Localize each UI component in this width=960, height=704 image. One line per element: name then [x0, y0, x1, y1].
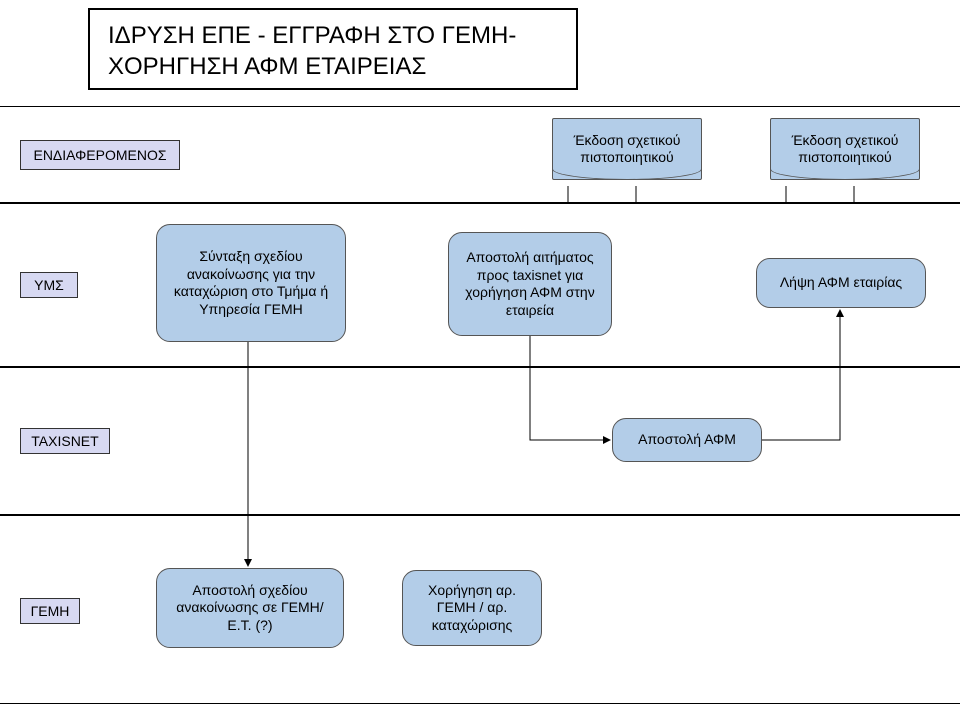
- lane-label-endiaferomenos: ΕΝΔΙΑΦΕΡΟΜΕΝΟΣ: [20, 140, 180, 170]
- title-line2: ΧΟΡΗΓΗΣΗ ΑΦΜ ΕΤΑΙΡΕΙΑΣ: [108, 53, 426, 80]
- node-doc-cert-2: Έκδοση σχετικού πιστοποιητικού: [770, 118, 920, 180]
- node-text: Αποστολή αιτήματος προς taxisnet για χορ…: [457, 249, 603, 319]
- node-gemh-send-draft: Αποστολή σχεδίου ανακοίνωσης σε ΓΕΜΗ/Ε.Τ…: [156, 568, 344, 648]
- node-doc-cert-1: Έκδοση σχετικού πιστοποιητικού: [552, 118, 702, 180]
- title-line1: ΙΔΡΥΣΗ ΕΠΕ - ΕΓΓΡΑΦΗ ΣΤΟ ΓΕΜΗ-: [108, 22, 516, 49]
- lane-label-text: ΓΕΜΗ: [31, 603, 70, 619]
- node-text: Λήψη ΑΦΜ εταιρίας: [780, 274, 902, 292]
- node-taxisnet-send-afm: Αποστολή ΑΦΜ: [612, 418, 762, 462]
- node-text: Χορήγηση αρ. ΓΕΜΗ / αρ. καταχώρισης: [411, 582, 533, 635]
- lane-label-text: ΕΝΔΙΑΦΕΡΟΜΕΝΟΣ: [33, 147, 166, 163]
- node-text: Αποστολή ΑΦΜ: [638, 431, 736, 449]
- lane-label-text: ΥΜΣ: [34, 277, 64, 293]
- lane-divider: [0, 202, 960, 204]
- node-text: Σύνταξη σχεδίου ανακοίνωσης για την κατα…: [165, 248, 337, 318]
- lane-label-taxisnet: TAXISNET: [20, 428, 110, 454]
- lane-label-text: TAXISNET: [31, 433, 98, 449]
- node-yms-draft: Σύνταξη σχεδίου ανακοίνωσης για την κατα…: [156, 224, 346, 342]
- node-text: Έκδοση σχετικού πιστοποιητικού: [779, 132, 911, 167]
- node-text: Έκδοση σχετικού πιστοποιητικού: [561, 132, 693, 167]
- lane-divider: [0, 366, 960, 368]
- lane-divider: [0, 514, 960, 516]
- node-yms-send-taxisnet: Αποστολή αιτήματος προς taxisnet για χορ…: [448, 232, 612, 336]
- node-text: Αποστολή σχεδίου ανακοίνωσης σε ΓΕΜΗ/Ε.Τ…: [165, 582, 335, 635]
- swimlane-canvas: ΙΔΡΥΣΗ ΕΠΕ - ΕΓΓΡΑΦΗ ΣΤΟ ΓΕΜΗ- ΧΟΡΗΓΗΣΗ …: [0, 0, 960, 704]
- diagram-title: ΙΔΡΥΣΗ ΕΠΕ - ΕΓΓΡΑΦΗ ΣΤΟ ΓΕΜΗ- ΧΟΡΗΓΗΣΗ …: [88, 8, 578, 90]
- lane-label-yms: ΥΜΣ: [20, 272, 78, 298]
- lane-divider: [0, 106, 960, 107]
- node-yms-receive-afm: Λήψη ΑΦΜ εταιρίας: [756, 258, 926, 308]
- node-gemh-grant-number: Χορήγηση αρ. ΓΕΜΗ / αρ. καταχώρισης: [402, 570, 542, 646]
- lane-label-gemh: ΓΕΜΗ: [20, 598, 80, 624]
